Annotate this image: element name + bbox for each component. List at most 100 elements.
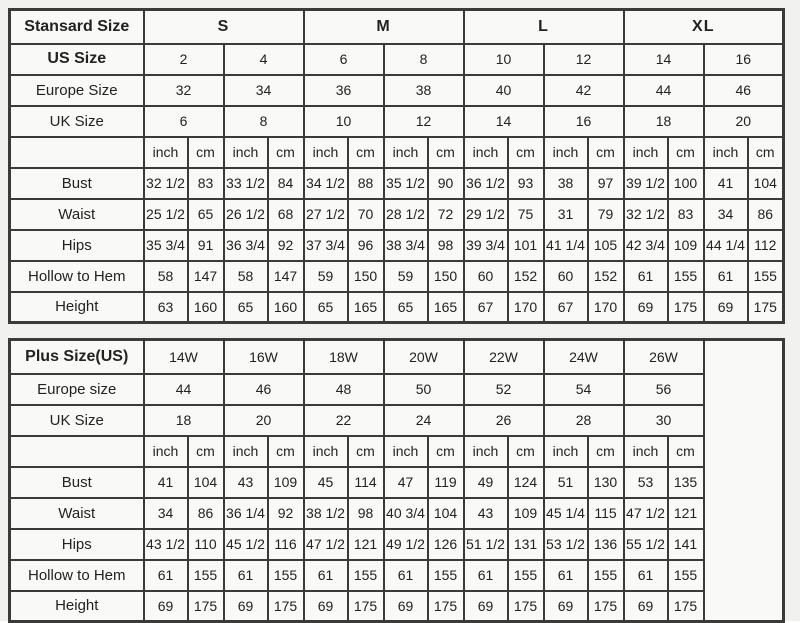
value-cell: 8 [382,42,465,76]
unit-header-cell: cm [346,434,385,468]
value-cell: 101 [506,228,545,262]
row-label: Stansard Size [8,8,145,45]
value-cell: 26 1/2 [222,197,269,231]
value-cell: 69 [382,589,429,623]
value-cell: 91 [186,228,225,262]
value-cell: 155 [506,558,545,592]
value-cell: 44 [142,372,225,406]
value-cell: 22W [462,338,545,375]
unit-header-cell: cm [266,135,305,169]
table-row: Europe size 44 46 48 50 52 54 56 [8,372,784,406]
value-cell: 22 [302,403,385,437]
value-cell: 61 [542,558,589,592]
unit-header-cell: inch [462,135,509,169]
value-cell: 69 [702,290,749,324]
value-cell: 150 [346,259,385,293]
value-cell: 44 [622,73,705,107]
value-cell: 61 [142,558,189,592]
value-cell: 135 [666,465,705,499]
value-cell: 6 [302,42,385,76]
table-row: UK Size 18 20 22 24 26 28 30 [8,403,784,437]
value-cell: 16W [222,338,305,375]
value-cell: 14W [142,338,225,375]
value-cell: 72 [426,197,465,231]
unit-header-cell: cm [666,135,705,169]
value-cell: 60 [462,259,509,293]
value-cell: 20 [702,104,785,138]
value-cell: 40 3/4 [382,496,429,530]
unit-header-cell: inch [622,434,669,468]
value-cell: 45 [302,465,349,499]
value-cell: 39 1/2 [622,166,669,200]
value-cell: 124 [506,465,545,499]
value-cell: 98 [346,496,385,530]
value-cell: 49 1/2 [382,527,429,561]
value-cell: 52 [462,372,545,406]
value-cell: 50 [382,372,465,406]
value-cell: 105 [586,228,625,262]
value-cell: 20W [382,338,465,375]
value-cell: 12 [542,42,625,76]
value-cell: 39 3/4 [462,228,509,262]
row-label: Waist [8,197,145,231]
value-cell: 14 [462,104,545,138]
value-cell: 69 [222,589,269,623]
value-cell: 65 [382,290,429,324]
table-row: Hollow to Hem 58 147 58 147 59 150 59 150 60 152 60… [8,259,785,293]
value-cell: 175 [186,589,225,623]
value-cell: 59 [382,259,429,293]
value-cell: 43 1/2 [142,527,189,561]
value-cell: 8 [222,104,305,138]
table-row: Waist 25 1/2 65 26 1/2 68 27 1/2 70 28 1/2 72 29 … [8,197,785,231]
table-row: Stansard Size S M L XL [8,8,785,45]
value-cell: 147 [266,259,305,293]
value-cell: 14 [622,42,705,76]
value-cell: 69 [542,589,589,623]
value-cell: 43 [222,465,269,499]
size-group-header: M [302,8,465,45]
value-cell: 109 [506,496,545,530]
value-cell: 160 [186,290,225,324]
value-cell: 58 [142,259,189,293]
row-label: US Size [8,42,145,76]
value-cell: 51 1/2 [462,527,509,561]
table-row: Hips 35 3/4 91 36 3/4 92 37 3/4 96 38 3/4 98 39 3… [8,228,785,262]
value-cell: 84 [266,166,305,200]
value-cell: 18 [142,403,225,437]
unit-header-cell: inch [382,135,429,169]
row-label: UK Size [8,403,145,437]
value-cell: 45 1/2 [222,527,269,561]
value-cell: 86 [186,496,225,530]
value-cell: 121 [666,496,705,530]
value-cell: 83 [666,197,705,231]
value-cell: 65 [302,290,349,324]
unit-header-cell: cm [666,434,705,468]
value-cell: 92 [266,228,305,262]
value-cell: 26 [462,403,545,437]
value-cell: 92 [266,496,305,530]
unit-header-cell: cm [266,434,305,468]
value-cell: 37 3/4 [302,228,349,262]
table-row: Bust 41 104 43 109 45 114 47 119 49 124 51 130 53 135 [8,465,784,499]
value-cell: 10 [302,104,385,138]
value-cell: 155 [186,558,225,592]
value-cell: 38 1/2 [302,496,349,530]
value-cell: 41 [702,166,749,200]
value-cell: 98 [426,228,465,262]
value-cell: 10 [462,42,545,76]
row-label: Hollow to Hem [8,558,145,592]
value-cell: 130 [586,465,625,499]
value-cell: 18 [622,104,705,138]
value-cell: 175 [266,589,305,623]
value-cell: 35 3/4 [142,228,189,262]
value-cell: 16 [702,42,785,76]
row-label: Bust [8,166,145,200]
value-cell: 115 [586,496,625,530]
value-cell: 29 1/2 [462,197,509,231]
value-cell: 28 1/2 [382,197,429,231]
unit-header-cell: inch [462,434,509,468]
value-cell: 155 [666,259,705,293]
value-cell: 33 1/2 [222,166,269,200]
value-cell: 70 [346,197,385,231]
value-cell: 160 [266,290,305,324]
